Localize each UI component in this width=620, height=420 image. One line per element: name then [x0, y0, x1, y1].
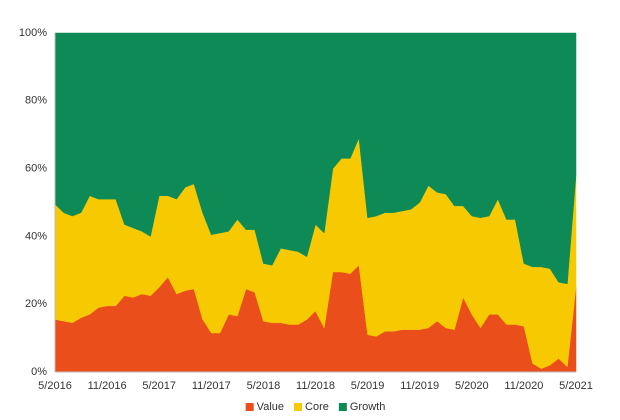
y-tick-label: 60%: [25, 163, 47, 175]
x-tick-label: 5/2020: [455, 380, 489, 392]
x-tick-label: 11/2018: [296, 380, 335, 392]
x-tick-label: 11/2020: [504, 380, 543, 392]
x-tick-label: 5/2018: [247, 380, 281, 392]
legend-swatch: [245, 403, 254, 411]
y-tick-label: 40%: [25, 230, 47, 242]
x-tick-label: 11/2019: [400, 380, 439, 392]
x-tick-label: 11/2016: [88, 380, 127, 392]
x-tick-label: 5/2016: [38, 380, 72, 392]
legend-label: Growth: [350, 401, 385, 413]
y-tick-label: 20%: [25, 298, 47, 310]
y-tick-label: 100%: [19, 27, 47, 39]
legend-swatch: [338, 403, 347, 411]
y-tick-label: 0%: [31, 366, 47, 378]
legend-swatch: [294, 403, 303, 411]
x-tick-label: 11/2017: [192, 380, 231, 392]
legend: Value Core Growth: [245, 401, 385, 413]
area: [54, 32, 577, 285]
x-tick-label: 5/2017: [142, 380, 176, 392]
legend-label: Value: [257, 401, 284, 413]
x-tick-label: 5/2019: [351, 380, 385, 392]
x-tick-label: 5/2021: [559, 380, 593, 392]
legend-label: Core: [305, 401, 329, 413]
y-tick-label: 80%: [25, 95, 47, 107]
